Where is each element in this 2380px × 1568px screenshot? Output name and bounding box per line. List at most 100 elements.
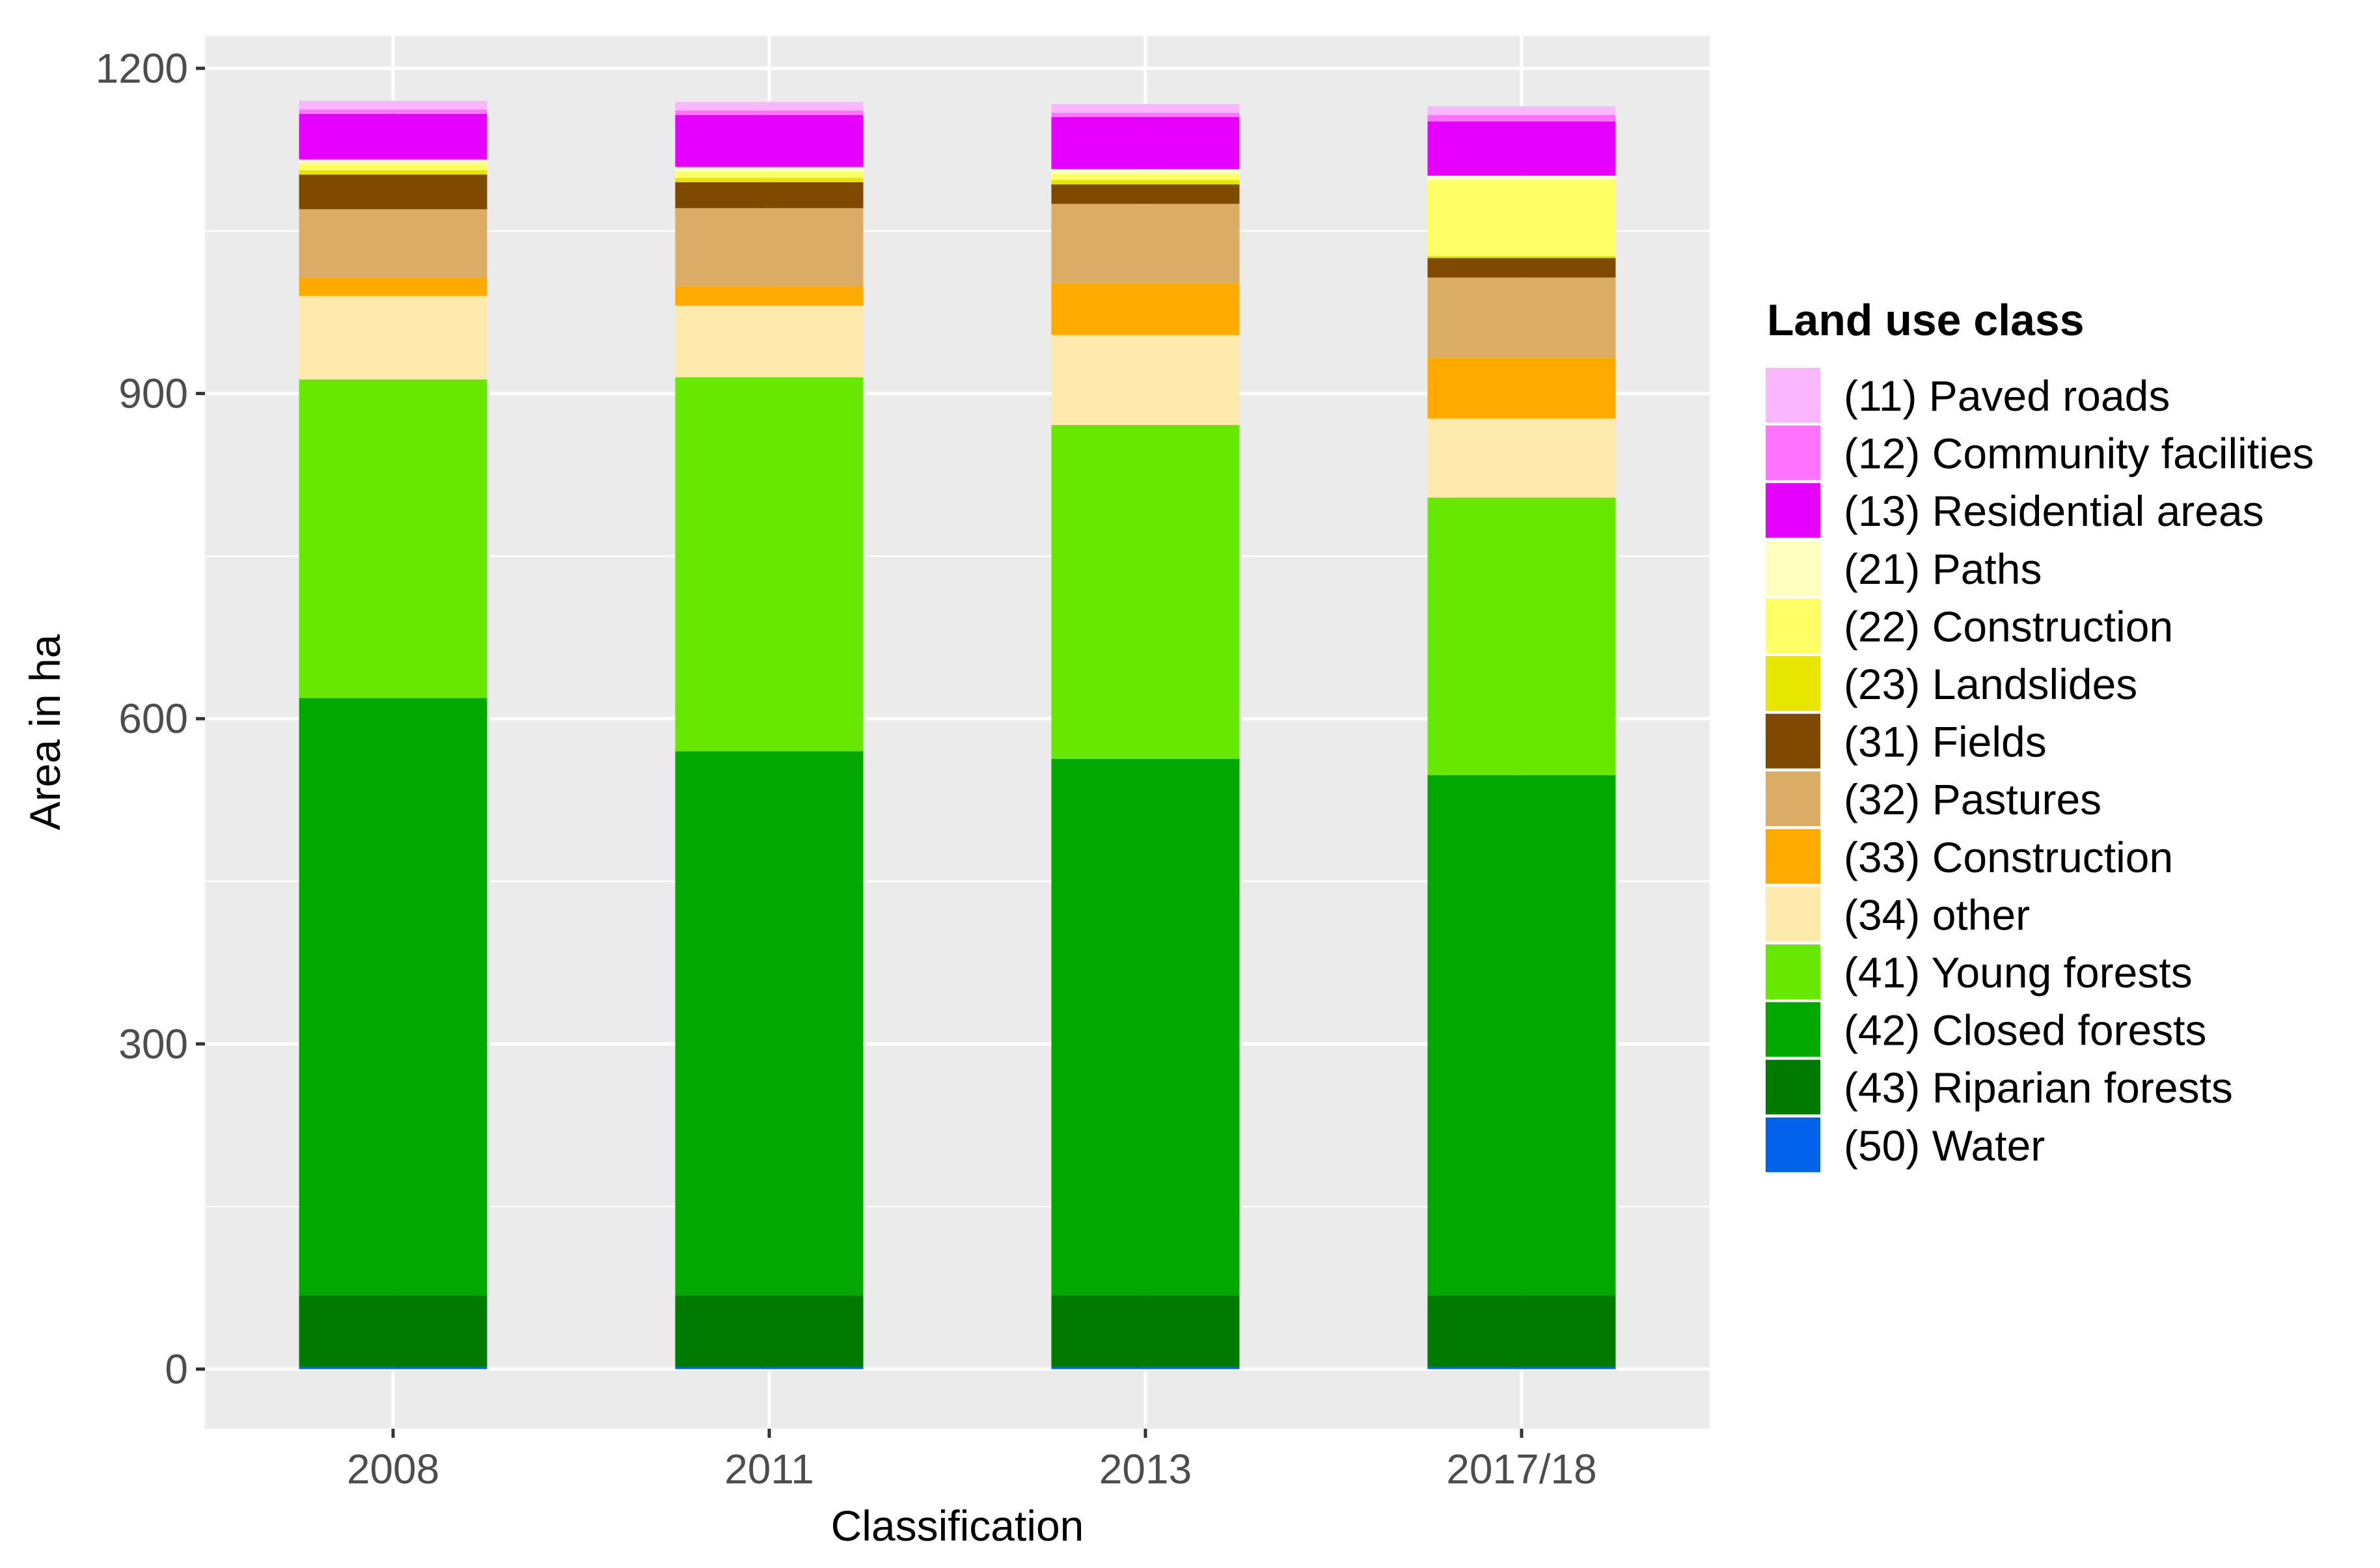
legend-key bbox=[1766, 887, 1820, 942]
x-axis: 2008 2011 2013 2017/18 bbox=[347, 1429, 1597, 1492]
legend-label: (12) Community facilities bbox=[1844, 430, 2314, 478]
bar-segment bbox=[675, 182, 864, 208]
bar-segment bbox=[299, 698, 487, 1296]
legend-key bbox=[1766, 1060, 1820, 1115]
legend-label: (31) Fields bbox=[1844, 718, 2047, 766]
y-tick-label: 900 bbox=[118, 370, 188, 417]
bar-segment bbox=[299, 1367, 487, 1369]
bar-segment bbox=[1427, 418, 1616, 498]
legend-label: (42) Closed forests bbox=[1844, 1006, 2207, 1054]
bar-segment bbox=[1051, 169, 1240, 174]
legend-key bbox=[1766, 656, 1820, 711]
bar-segment bbox=[675, 1295, 864, 1368]
legend-item: (13) Residential areas bbox=[1766, 483, 2264, 538]
bar-segment bbox=[299, 163, 487, 171]
bar-segment bbox=[1051, 1367, 1240, 1369]
legend-item: (21) Paths bbox=[1766, 540, 2042, 596]
bar-segment bbox=[675, 751, 864, 1296]
bar-segment bbox=[1427, 175, 1616, 180]
bar-segment bbox=[299, 1295, 487, 1368]
y-axis-title: Area in ha bbox=[21, 634, 69, 830]
bar-segment bbox=[1051, 424, 1240, 759]
y-tick-label: 1200 bbox=[96, 45, 188, 92]
legend-label: (11) Paved roads bbox=[1844, 372, 2170, 420]
legend-label: (43) Riparian forests bbox=[1844, 1064, 2233, 1112]
bar-segment bbox=[1051, 1295, 1240, 1368]
legend-item: (31) Fields bbox=[1766, 713, 2047, 769]
legend-key bbox=[1766, 368, 1820, 422]
legend: Land use class (11) Paved roads (12) Comm… bbox=[1766, 296, 2314, 1172]
legend-label: (33) Construction bbox=[1844, 833, 2173, 881]
bar-segment bbox=[675, 1367, 864, 1369]
legend-label: (34) other bbox=[1844, 890, 2030, 939]
bar-stack-2017-18 bbox=[1427, 106, 1616, 1369]
bar-segment bbox=[1051, 184, 1240, 204]
bar-segment bbox=[299, 109, 487, 114]
bar-segment bbox=[1051, 758, 1240, 1296]
bar-segment bbox=[299, 296, 487, 379]
legend-key bbox=[1766, 829, 1820, 884]
bar-segment bbox=[299, 379, 487, 698]
bar-segment bbox=[1051, 113, 1240, 117]
legend-item: (12) Community facilities bbox=[1766, 425, 2314, 480]
legend-key bbox=[1766, 771, 1820, 827]
y-tick-label: 300 bbox=[118, 1021, 188, 1067]
bar-segment bbox=[1427, 1295, 1616, 1368]
x-tick-label: 2017/18 bbox=[1446, 1446, 1596, 1492]
bar-segment bbox=[1427, 775, 1616, 1296]
bar-segment bbox=[675, 286, 864, 306]
bar-segment bbox=[675, 377, 864, 752]
bar-segment bbox=[1051, 173, 1240, 180]
legend-item: (42) Closed forests bbox=[1766, 1002, 2207, 1057]
legend-title: Land use class bbox=[1767, 296, 2085, 345]
bar-segment bbox=[675, 208, 864, 286]
legend-item: (41) Young forests bbox=[1766, 944, 2193, 999]
bar-segment bbox=[1051, 117, 1240, 169]
bar-segment bbox=[675, 110, 864, 115]
legend-label: (50) Water bbox=[1844, 1121, 2045, 1170]
bar-segment bbox=[675, 171, 864, 178]
bar-segment bbox=[299, 170, 487, 175]
bar-stack-2008 bbox=[299, 100, 487, 1369]
legend-key bbox=[1766, 598, 1820, 653]
legend-item: (43) Riparian forests bbox=[1766, 1060, 2233, 1115]
bar-segment bbox=[299, 100, 487, 110]
legend-key bbox=[1766, 944, 1820, 999]
bar-segment bbox=[299, 209, 487, 278]
bar-segment bbox=[1427, 121, 1616, 176]
bar-segment bbox=[1051, 180, 1240, 185]
bars bbox=[299, 100, 1616, 1369]
bar-segment bbox=[1427, 1367, 1616, 1369]
bar-segment bbox=[299, 174, 487, 210]
x-axis-title: Classification bbox=[831, 1502, 1084, 1550]
legend-key bbox=[1766, 540, 1820, 596]
x-tick-label: 2011 bbox=[724, 1446, 814, 1492]
legend-label: (23) Landslides bbox=[1844, 660, 2137, 708]
bar-segment bbox=[1427, 180, 1616, 256]
y-tick-label: 0 bbox=[165, 1345, 188, 1392]
bar-segment bbox=[1051, 204, 1240, 283]
legend-item: (23) Landslides bbox=[1766, 656, 2137, 711]
bar-segment bbox=[675, 115, 864, 167]
bar-segment bbox=[675, 178, 864, 182]
legend-item: (33) Construction bbox=[1766, 829, 2173, 884]
bar-segment bbox=[1427, 277, 1616, 358]
legend-item: (32) Pastures bbox=[1766, 771, 2101, 827]
bar-segment bbox=[1427, 115, 1616, 122]
bar-segment bbox=[299, 113, 487, 159]
legend-key bbox=[1766, 425, 1820, 480]
bar-segment bbox=[1051, 335, 1240, 425]
y-tick-label: 600 bbox=[118, 695, 188, 742]
bar-segment bbox=[299, 277, 487, 296]
bar-segment bbox=[675, 102, 864, 111]
legend-label: (41) Young forests bbox=[1844, 948, 2193, 997]
bar-segment bbox=[1427, 256, 1616, 258]
legend-item: (22) Construction bbox=[1766, 598, 2173, 653]
legend-label: (32) Pastures bbox=[1844, 775, 2101, 823]
bar-segment bbox=[1427, 357, 1616, 419]
x-tick-label: 2008 bbox=[347, 1446, 439, 1492]
legend-item: (50) Water bbox=[1766, 1117, 2045, 1172]
bar-segment bbox=[1427, 497, 1616, 775]
y-axis: 0 300 600 900 1200 bbox=[96, 45, 205, 1392]
